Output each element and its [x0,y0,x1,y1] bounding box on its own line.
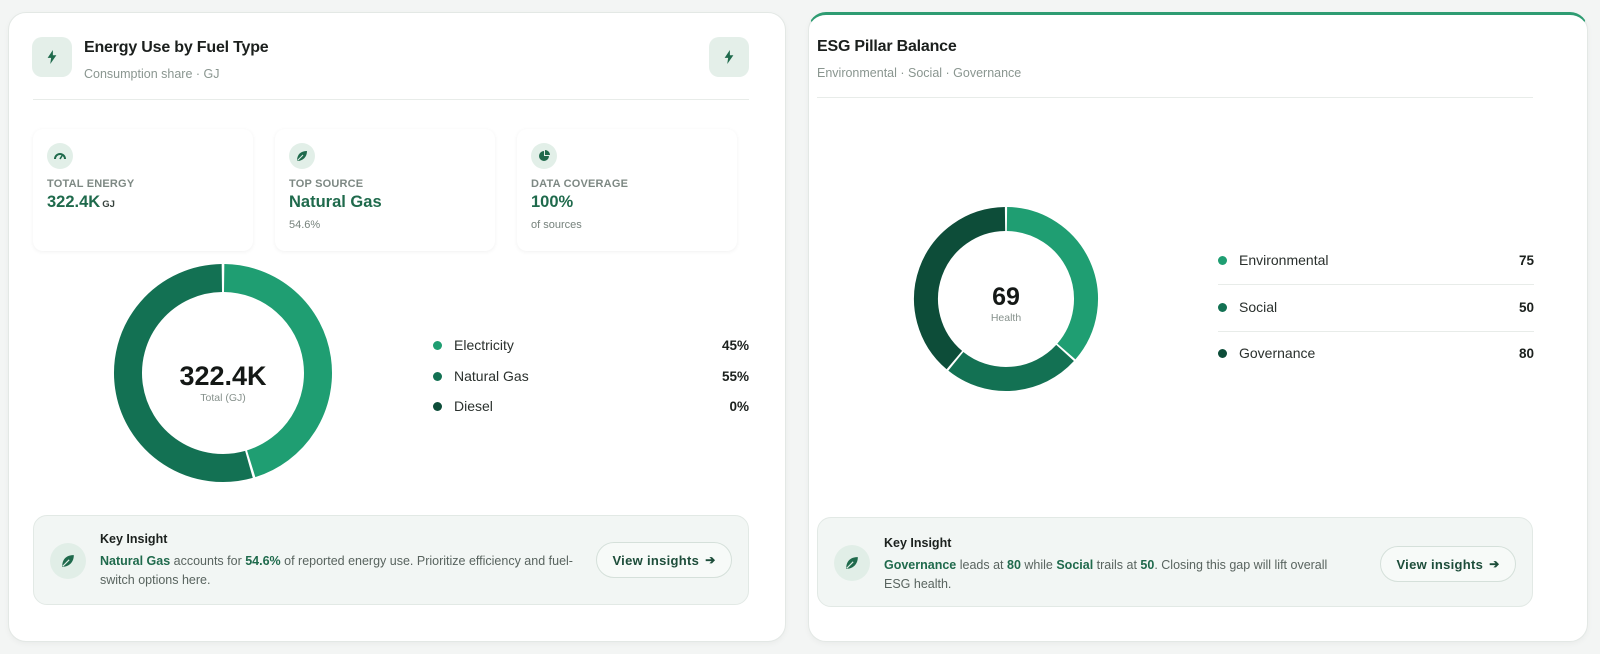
card-subtitle: Environmental · Social · Governance [817,66,1022,80]
legend-value: 0% [729,398,749,414]
legend-item: Governance 80 [1218,341,1534,365]
kpi-value: Natural Gas [289,193,382,211]
legend-divider [1218,284,1534,285]
button-label: View insights [612,552,700,568]
legend-value: 55% [721,368,749,384]
esg-donut-chart [914,207,1098,391]
donut-slice-electricity [223,264,332,478]
legend-label: Governance [1239,345,1316,361]
legend-value: 75 [1518,252,1534,268]
view-insights-button[interactable]: View insights ➔ [596,542,732,578]
donut-slice-natural-gas [114,264,253,482]
donut-slice-social [948,344,1074,391]
legend-item: Environmental 75 [1218,248,1534,272]
leaf-icon [50,543,86,579]
insight-highlight: 50 [1140,558,1155,572]
card-title: Energy Use by Fuel Type [84,39,269,56]
insight-fragment: leads at [956,558,1007,572]
insight-highlight: 54.6% [245,554,281,568]
legend-item: Social 50 [1218,295,1534,319]
legend-label: Environmental [1239,252,1329,268]
insight-text: Governance leads at 80 while Social trai… [884,556,1354,594]
header-divider [33,99,749,100]
legend-divider [1218,331,1534,332]
insight-fragment: . Closing this gap will lift overall ESG… [884,558,1328,591]
gauge-icon [47,143,73,169]
legend-label: Electricity [454,337,514,353]
donut-caption: Health [990,312,1022,324]
kpi-data-coverage: DATA COVERAGE 100% of sources [517,129,737,251]
kpi-label: TOTAL ENERGY [47,178,135,190]
energy-card: Energy Use by Fuel Type Consumption shar… [8,12,786,642]
key-insight-panel: Key Insight Natural Gas accounts for 54.… [33,515,749,605]
donut-total-value: 322.4K [179,361,267,391]
insight-highlight: Natural Gas [100,554,171,568]
insight-fragment: trails at [1093,558,1141,572]
donut-center: 69 Health [966,283,1046,325]
arrow-right-icon: ➔ [705,553,716,567]
legend-value: 50 [1518,299,1534,315]
lightning-icon[interactable] [709,37,749,77]
legend-label: Natural Gas [454,368,529,384]
kpi-note: 54.6% [289,219,321,231]
button-label: View insights [1396,556,1484,572]
card-subtitle: Consumption share · GJ [84,67,220,81]
legend-item: Electricity 45% [433,333,749,357]
legend-item: Diesel 0% [433,394,749,418]
leaf-icon [289,143,315,169]
pie-icon [531,143,557,169]
kpi-value: 322.4K GJ [47,193,115,211]
insight-highlight: 80 [1007,558,1021,572]
insight-highlight: Social [1056,558,1094,572]
legend-marker [1218,255,1227,265]
legend-marker [433,401,442,411]
legend-marker [1218,302,1227,312]
view-insights-button[interactable]: View insights ➔ [1380,546,1516,582]
legend-marker [1218,348,1227,358]
leaf-icon [834,545,870,581]
key-insight-panel: Key Insight Governance leads at 80 while… [817,517,1533,607]
insight-highlight: Governance [884,558,957,572]
header-divider [817,97,1533,98]
legend-value: 45% [721,337,749,353]
insight-title: Key Insight [884,536,952,550]
card-title: ESG Pillar Balance [817,38,957,55]
legend-value: 80 [1518,345,1534,361]
lightning-icon [32,37,72,77]
energy-donut-chart [114,264,332,482]
kpi-label: TOP SOURCE [289,178,364,190]
insight-fragment: while [1020,558,1057,572]
arrow-right-icon: ➔ [1489,557,1500,571]
legend-marker [433,371,442,381]
kpi-label: DATA COVERAGE [531,178,629,190]
esg-card: ESG Pillar Balance Environmental · Socia… [808,12,1588,642]
donut-slice-governance [914,207,1006,370]
health-score-value: 69 [992,283,1020,311]
kpi-total-energy: TOTAL ENERGY 322.4K GJ [33,129,253,251]
kpi-top-source: TOP SOURCE Natural Gas 54.6% [275,129,495,251]
kpi-note: of sources [531,219,582,231]
legend-marker [433,340,442,350]
legend-item: Natural Gas 55% [433,364,749,388]
legend-label: Social [1239,299,1278,315]
insight-fragment: of reported energy use. Prioritize effic… [100,554,573,587]
kpi-value: 100% [531,193,574,211]
donut-caption: Total (GJ) [200,392,246,404]
insight-fragment: accounts for [170,554,246,568]
donut-slice-environmental [1006,207,1098,360]
legend-label: Diesel [454,398,493,414]
insight-text: Natural Gas accounts for 54.6% of report… [100,552,580,590]
donut-center: 322.4K Total (GJ) [163,361,283,405]
insight-title: Key Insight [100,532,168,546]
